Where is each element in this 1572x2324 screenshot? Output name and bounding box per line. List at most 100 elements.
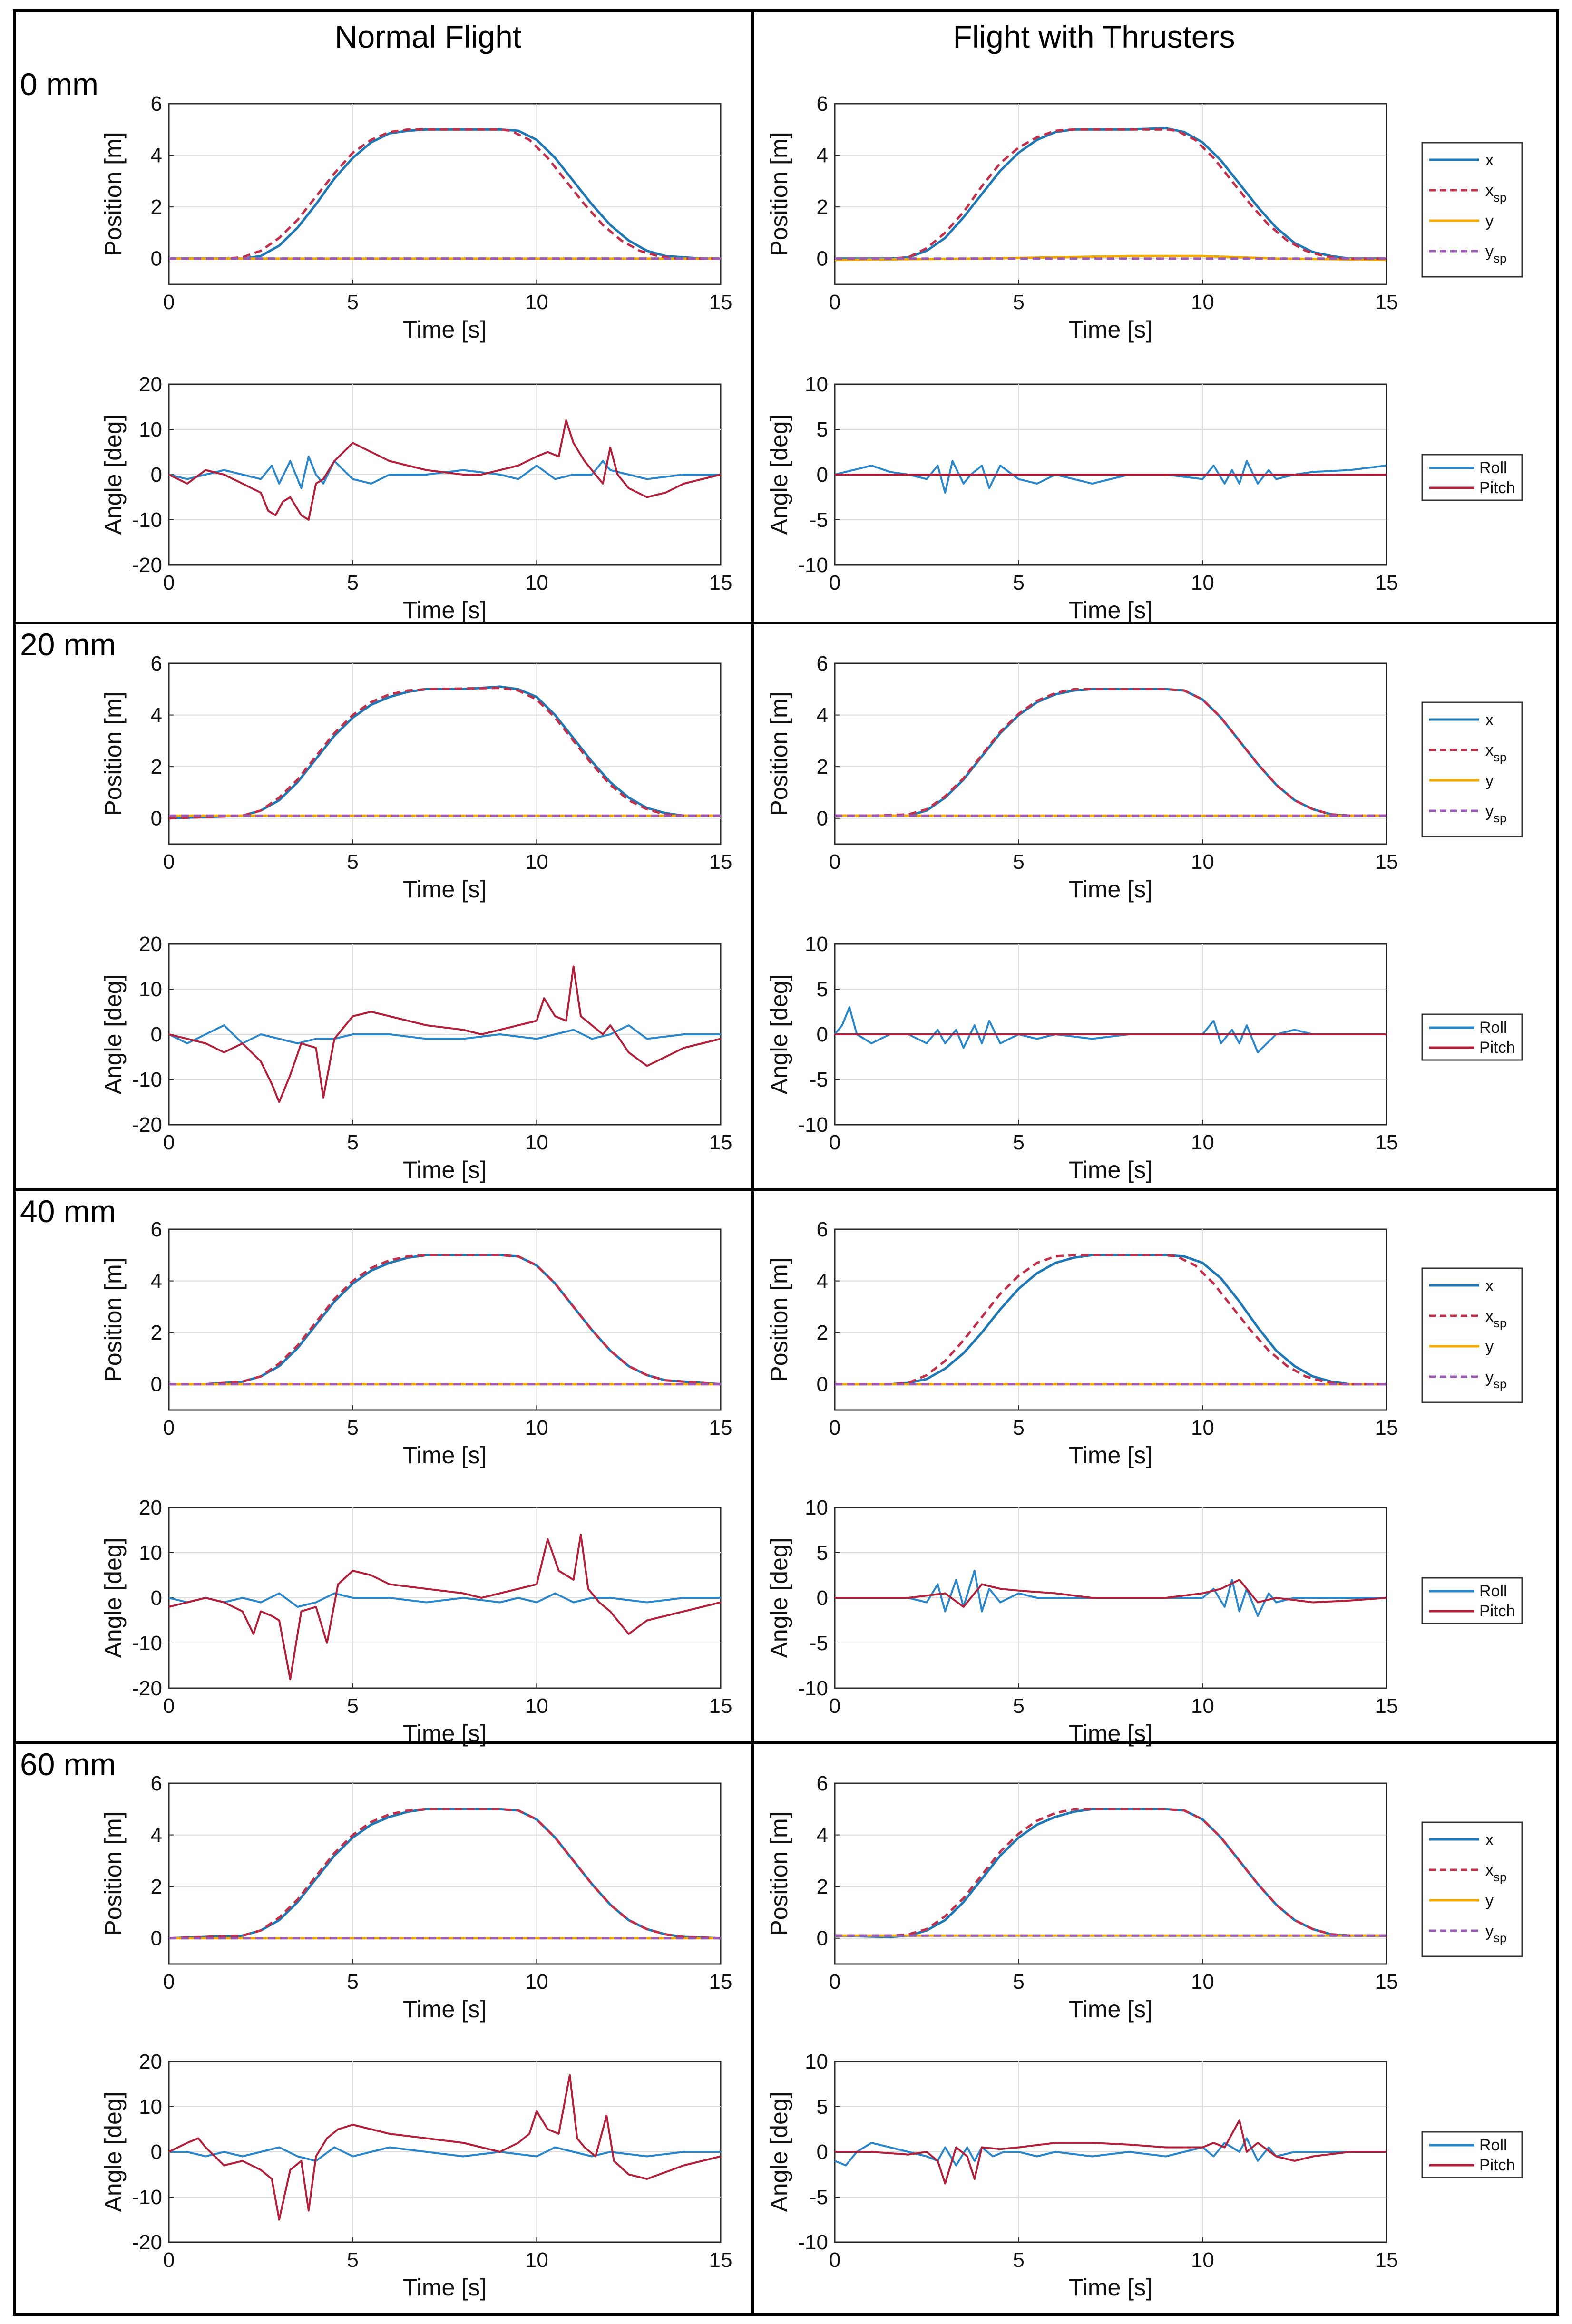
x-tick-label: 15 xyxy=(1375,850,1398,874)
panel-0mm-normal-angle: 0 5 10 15 -20 -10 0 10 20 Time [s] Angle [deg] xyxy=(100,373,732,623)
axes-box xyxy=(168,103,722,285)
x-tick-label: 5 xyxy=(347,1416,358,1439)
x-tick-label: 15 xyxy=(709,850,732,874)
x-axis-label: Time [s] xyxy=(403,597,487,623)
x-tick-label: 15 xyxy=(709,2248,732,2272)
x-tick-label: 5 xyxy=(347,2248,358,2272)
y-tick-label: -5 xyxy=(810,508,828,532)
series-line-Pitch xyxy=(168,419,721,521)
y-axis-label: Angle [deg] xyxy=(766,2092,792,2212)
x-tick-label: 15 xyxy=(709,1416,732,1439)
series-line-Pitch xyxy=(835,1579,1387,1608)
y-tick-label: 6 xyxy=(817,1772,828,1795)
x-tick-label: 10 xyxy=(1191,1416,1214,1439)
x-tick-label: 10 xyxy=(1191,1970,1214,1993)
y-tick-label: 6 xyxy=(817,1218,828,1241)
y-tick-label: -20 xyxy=(132,554,162,577)
legend-box xyxy=(1421,1013,1523,1061)
x-axis-label: Time [s] xyxy=(403,2274,487,2301)
outer-frame xyxy=(13,9,1559,2316)
y-tick-label: 20 xyxy=(139,2050,162,2073)
x-tick-label: 5 xyxy=(347,1131,358,1154)
panel-40mm-thruster-angle: 0 5 10 15 -10 -5 0 5 10 Time [s] Angle [deg] Roll Pi… xyxy=(766,1496,1523,1747)
y-tick-label: -10 xyxy=(798,1677,828,1700)
x-tick-label: 5 xyxy=(347,571,358,594)
axes-box xyxy=(834,662,1387,845)
row-label-40mm: 40 mm xyxy=(20,1194,116,1229)
panel-0mm-thruster-angle: 0 5 10 15 -10 -5 0 5 10 Time [s] Angle [deg] Roll Pi… xyxy=(766,373,1523,623)
y-tick-label: 6 xyxy=(151,652,162,675)
y-tick-label: 0 xyxy=(817,1373,828,1396)
panel-20mm-normal-position: 0 5 10 15 0 2 4 6 Time [s] Position [m] xyxy=(100,652,732,903)
x-tick-label: 5 xyxy=(1013,1694,1024,1718)
y-tick-label: -20 xyxy=(132,1113,162,1137)
x-tick-label: 10 xyxy=(525,1970,548,1993)
y-axis-label: Angle [deg] xyxy=(100,2092,127,2212)
y-tick-label: -10 xyxy=(132,508,162,532)
x-tick-label: 0 xyxy=(163,1694,175,1718)
x-tick-label: 0 xyxy=(163,291,175,314)
x-tick-label: 0 xyxy=(163,1131,175,1154)
legend-box xyxy=(1421,2131,1523,2178)
x-tick-label: 10 xyxy=(525,1416,548,1439)
x-tick-label: 10 xyxy=(525,571,548,594)
series-line-Pitch xyxy=(168,1534,721,1680)
x-tick-label: 5 xyxy=(1013,571,1024,594)
y-tick-label: 6 xyxy=(151,1218,162,1241)
panel-40mm-normal-position: 0 5 10 15 0 2 4 6 Time [s] Position [m] xyxy=(100,1218,732,1468)
y-tick-label: -20 xyxy=(132,2231,162,2254)
y-axis-label: Angle [deg] xyxy=(100,415,127,535)
y-tick-label: 6 xyxy=(817,652,828,675)
x-axis-label: Time [s] xyxy=(1069,316,1152,343)
panel-40mm-normal-angle: 0 5 10 15 -20 -10 0 10 20 Time [s] Angle [deg] xyxy=(100,1496,732,1747)
y-tick-label: 4 xyxy=(151,144,162,167)
x-axis-label: Time [s] xyxy=(403,316,487,343)
y-tick-label: 2 xyxy=(151,755,162,778)
x-tick-label: 0 xyxy=(163,571,175,594)
y-tick-label: 2 xyxy=(151,195,162,219)
y-tick-label: 2 xyxy=(817,755,828,778)
x-tick-label: 10 xyxy=(525,2248,548,2272)
x-tick-label: 5 xyxy=(347,291,358,314)
y-axis-label: Angle [deg] xyxy=(766,974,792,1095)
y-tick-label: 20 xyxy=(139,373,162,396)
x-axis-label: Time [s] xyxy=(403,1157,487,1183)
y-tick-label: 20 xyxy=(139,933,162,956)
y-tick-label: 10 xyxy=(139,418,162,441)
y-tick-label: 0 xyxy=(151,463,162,486)
y-tick-label: 5 xyxy=(817,418,828,441)
legend-box xyxy=(1421,701,1523,837)
series-line-Roll xyxy=(834,460,1387,494)
y-axis-label: Position [m] xyxy=(100,691,127,816)
x-tick-label: 5 xyxy=(1013,1970,1024,1993)
legend-label-x: x xyxy=(1485,1831,1494,1849)
panel-60mm-normal-angle: 0 5 10 15 -20 -10 0 10 20 Time [s] Angle [deg] xyxy=(100,2050,732,2301)
axes-box xyxy=(168,662,722,845)
x-axis-label: Time [s] xyxy=(1069,1996,1152,2023)
y-tick-label: 10 xyxy=(805,933,828,956)
x-tick-label: 0 xyxy=(829,850,840,874)
legend-label-Roll: Roll xyxy=(1479,1582,1507,1600)
y-tick-label: 0 xyxy=(151,1586,162,1610)
y-axis-label: Position [m] xyxy=(766,1257,792,1381)
x-tick-label: 0 xyxy=(829,1694,840,1718)
legend-label-y: y xyxy=(1485,772,1494,790)
x-tick-label: 0 xyxy=(163,2248,175,2272)
y-tick-label: 10 xyxy=(805,1496,828,1519)
legend-label-Pitch: Pitch xyxy=(1479,1602,1515,1620)
y-tick-label: -10 xyxy=(132,1632,162,1655)
x-axis-label: Time [s] xyxy=(1069,2274,1152,2301)
y-tick-label: 4 xyxy=(817,144,828,167)
y-tick-label: -5 xyxy=(810,1632,828,1655)
y-tick-label: -10 xyxy=(798,1113,828,1137)
y-tick-label: 10 xyxy=(139,1541,162,1565)
y-tick-label: 6 xyxy=(151,1772,162,1795)
legend-label-Pitch: Pitch xyxy=(1479,1039,1515,1057)
x-tick-label: 5 xyxy=(1013,291,1024,314)
y-axis-label: Position [m] xyxy=(100,1811,127,1935)
